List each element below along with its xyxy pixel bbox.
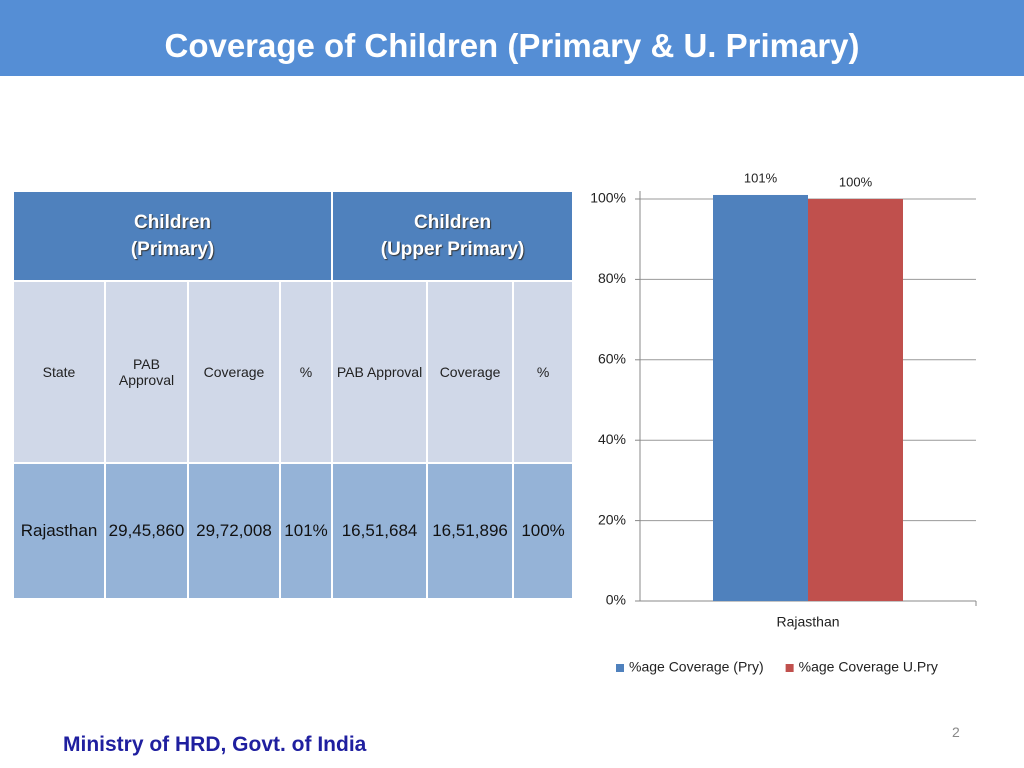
group-line: (Upper Primary) bbox=[380, 239, 525, 260]
legend-label: %age Coverage U.Pry bbox=[799, 659, 938, 675]
bar bbox=[808, 199, 903, 601]
y-tick-label: 100% bbox=[590, 190, 626, 206]
column-header: State bbox=[12, 280, 106, 464]
footer-organization: Ministry of HRD, Govt. of India bbox=[63, 733, 367, 756]
y-tick-label: 40% bbox=[598, 431, 626, 447]
legend-swatch bbox=[616, 664, 624, 672]
column-header: % bbox=[278, 280, 334, 464]
column-header: % bbox=[512, 280, 575, 464]
legend-swatch bbox=[785, 664, 794, 672]
data-row: Rajasthan 29,45,860 29,72,008 101% 16,51,684… bbox=[12, 462, 575, 600]
cell: 16,51,896 bbox=[426, 462, 515, 600]
legend-label: %age Coverage (Pry) bbox=[629, 659, 764, 675]
cell: Rajasthan bbox=[12, 462, 106, 600]
page-number: 2 bbox=[952, 724, 960, 740]
x-tick-label: Rajasthan bbox=[776, 614, 839, 630]
y-tick-label: 80% bbox=[598, 270, 626, 286]
cell: 29,45,860 bbox=[104, 462, 189, 600]
bar bbox=[713, 194, 808, 602]
group-line: Children bbox=[133, 212, 212, 233]
y-tick-label: 60% bbox=[598, 351, 626, 367]
column-header: PAB Approval bbox=[104, 280, 189, 464]
group-line: Children bbox=[414, 212, 492, 233]
cell: 100% bbox=[512, 462, 575, 600]
y-tick-label: 20% bbox=[598, 511, 626, 527]
group-line: (Primary) bbox=[130, 239, 215, 260]
y-tick-label: 0% bbox=[606, 592, 626, 608]
group-header: Children (Primary) bbox=[11, 190, 334, 282]
value-label: 100% bbox=[839, 174, 873, 189]
column-header: Coverage bbox=[187, 280, 281, 464]
header-row: State PAB Approval Coverage% PAB Approval Co… bbox=[12, 280, 575, 464]
group-header: Children (Upper Primary) bbox=[331, 190, 575, 282]
data-table: Children (Primary) Children (Upper Primary… bbox=[11, 190, 575, 600]
title: Coverage of Children (Primary & U. Prima… bbox=[164, 27, 860, 64]
cell: 16,51,684 bbox=[331, 462, 429, 600]
column-header: PAB Approval bbox=[331, 280, 429, 464]
cell: 101% bbox=[278, 462, 334, 600]
group-row: Children (Primary) Children (Upper Primary… bbox=[11, 190, 575, 282]
cell: 29,72,008 bbox=[187, 462, 281, 600]
title-bar: Coverage of Children (Primary & U. Prima… bbox=[0, 0, 1024, 76]
value-label: 101% bbox=[744, 170, 778, 185]
column-header: Coverage bbox=[426, 280, 515, 464]
